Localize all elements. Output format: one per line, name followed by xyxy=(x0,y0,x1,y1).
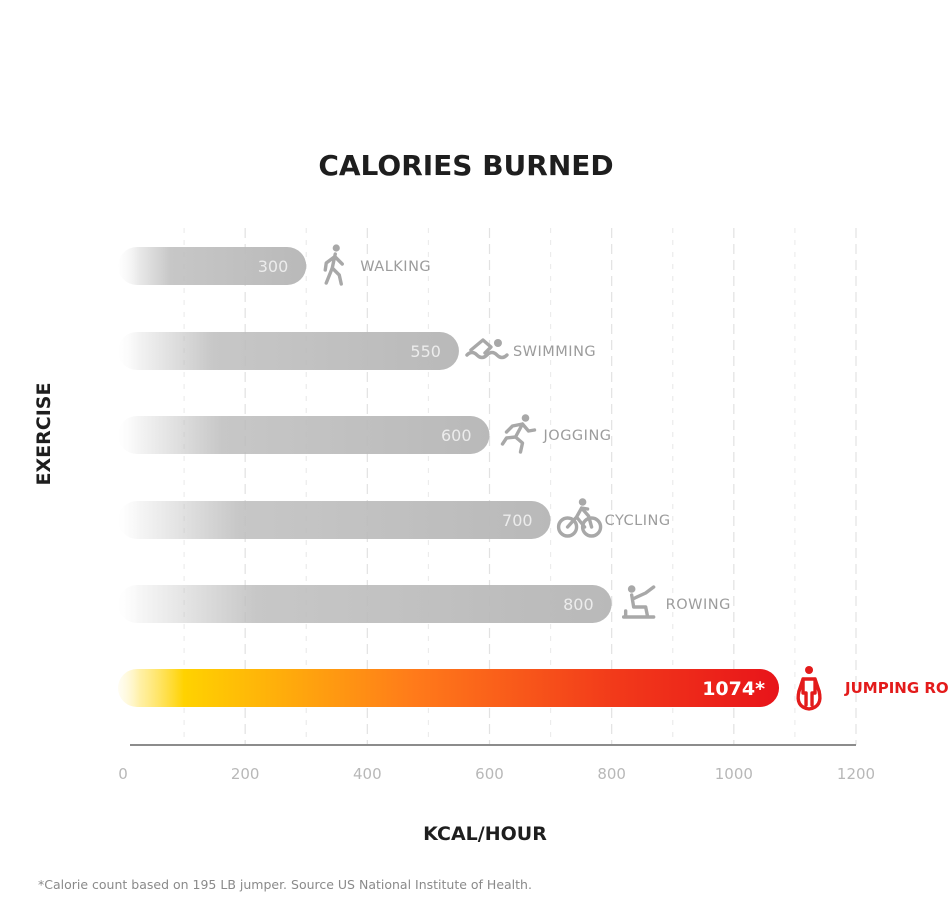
jogging-icon xyxy=(500,414,537,454)
bar-jumping-rope xyxy=(118,669,780,707)
x-tick-label: 1000 xyxy=(715,765,753,783)
bar-cycling xyxy=(118,501,551,539)
bar-swimming xyxy=(118,332,459,370)
cycling-icon xyxy=(556,498,603,538)
category-label: SWIMMING xyxy=(513,344,596,360)
walking-icon xyxy=(323,244,344,286)
x-tick-label: 1200 xyxy=(837,765,875,783)
bar-value-label: 1074* xyxy=(702,678,765,700)
y-axis-title: EXERCISE xyxy=(33,383,55,486)
chart-title: CALORIES BURNED xyxy=(318,149,613,182)
bar-walking xyxy=(118,247,307,285)
bar-jogging xyxy=(118,416,490,454)
category-label: CYCLING xyxy=(605,513,671,529)
left-fade-overlay xyxy=(100,235,140,715)
bar-value-label: 300 xyxy=(258,257,289,276)
swimming-icon xyxy=(465,338,509,360)
jumping-rope-icon xyxy=(796,666,822,711)
bar-value-label: 550 xyxy=(410,342,441,361)
bars: 300 WALKING 550 SWIMMING 600 JOGGING 700 CYCLIN… xyxy=(118,244,949,711)
bar-value-label: 600 xyxy=(441,426,472,445)
bar-rowing xyxy=(118,585,612,623)
category-label: WALKING xyxy=(360,259,431,275)
category-label: ROWING xyxy=(666,597,731,613)
rowing-icon xyxy=(621,585,656,619)
x-tick-label: 800 xyxy=(597,765,626,783)
x-tick-label: 0 xyxy=(118,765,128,783)
x-tick-label: 400 xyxy=(353,765,382,783)
grid xyxy=(183,228,857,745)
footnote: *Calorie count based on 195 LB jumper. S… xyxy=(38,877,532,892)
category-label: JUMPING ROPE xyxy=(844,679,949,697)
x-axis-ticks: 0 200 400 600 800 1000 1200 xyxy=(118,765,875,783)
x-tick-label: 200 xyxy=(231,765,260,783)
x-tick-label: 600 xyxy=(475,765,504,783)
x-axis-title: KCAL/HOUR xyxy=(423,823,547,845)
category-label: JOGGING xyxy=(543,428,612,444)
bar-value-label: 800 xyxy=(563,595,594,614)
bar-value-label: 700 xyxy=(502,511,533,530)
